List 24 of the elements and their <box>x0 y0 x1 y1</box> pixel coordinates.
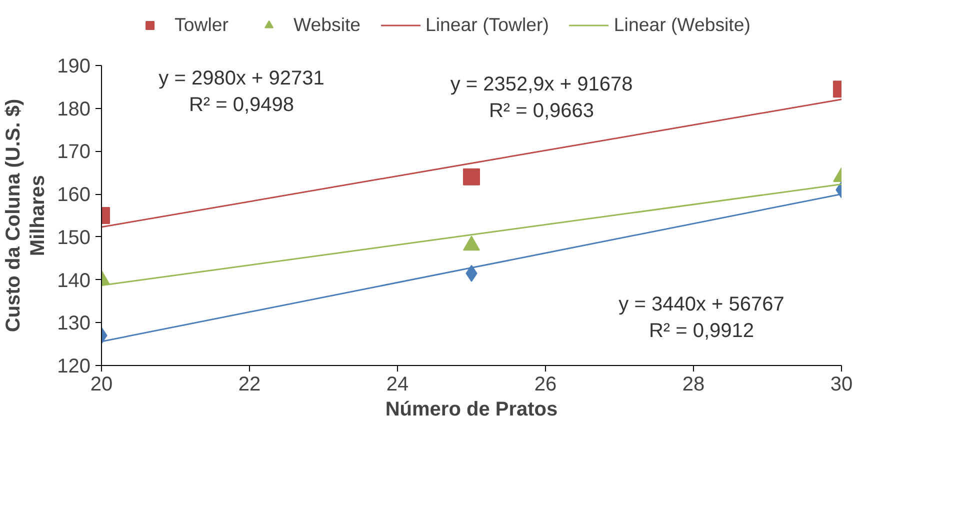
y-tick-label: 150 <box>57 226 91 249</box>
x-tick-label: 24 <box>386 374 409 396</box>
x-tick-label: 28 <box>682 374 705 396</box>
y-tick-label: 170 <box>57 141 91 164</box>
y-tick-label: 130 <box>57 312 91 335</box>
x-tick-label: 22 <box>238 374 261 396</box>
legend-label: Towler <box>174 14 228 36</box>
y-tick-label: 160 <box>57 184 91 206</box>
x-tick-label: 30 <box>830 374 853 396</box>
y-tick-label: 140 <box>57 270 91 292</box>
y-tick-label: 120 <box>57 356 91 378</box>
annotation: y = 3440x + 56767 R² = 0,9912 <box>618 294 784 342</box>
y-tick-label: 190 <box>57 56 91 78</box>
y-tick-label: 180 <box>57 98 91 120</box>
legend-label: Linear (Towler) <box>426 14 549 36</box>
text: Milhares <box>27 174 50 256</box>
legend-label: Linear (Website) <box>614 14 750 36</box>
x-axis-title: Número de Pratos <box>385 398 558 420</box>
annotation: y = 2980x + 92731 R² = 0,9498 <box>158 68 324 116</box>
x-tick-label: 20 <box>90 374 113 396</box>
y-axis-title: Custo da Coluna (U.S. $) <box>2 98 24 332</box>
legend-label: Website <box>293 14 361 36</box>
annotation: y = 2352,9x + 91678 R² = 0,9663 <box>450 74 633 122</box>
x-tick-label: 26 <box>534 374 557 396</box>
